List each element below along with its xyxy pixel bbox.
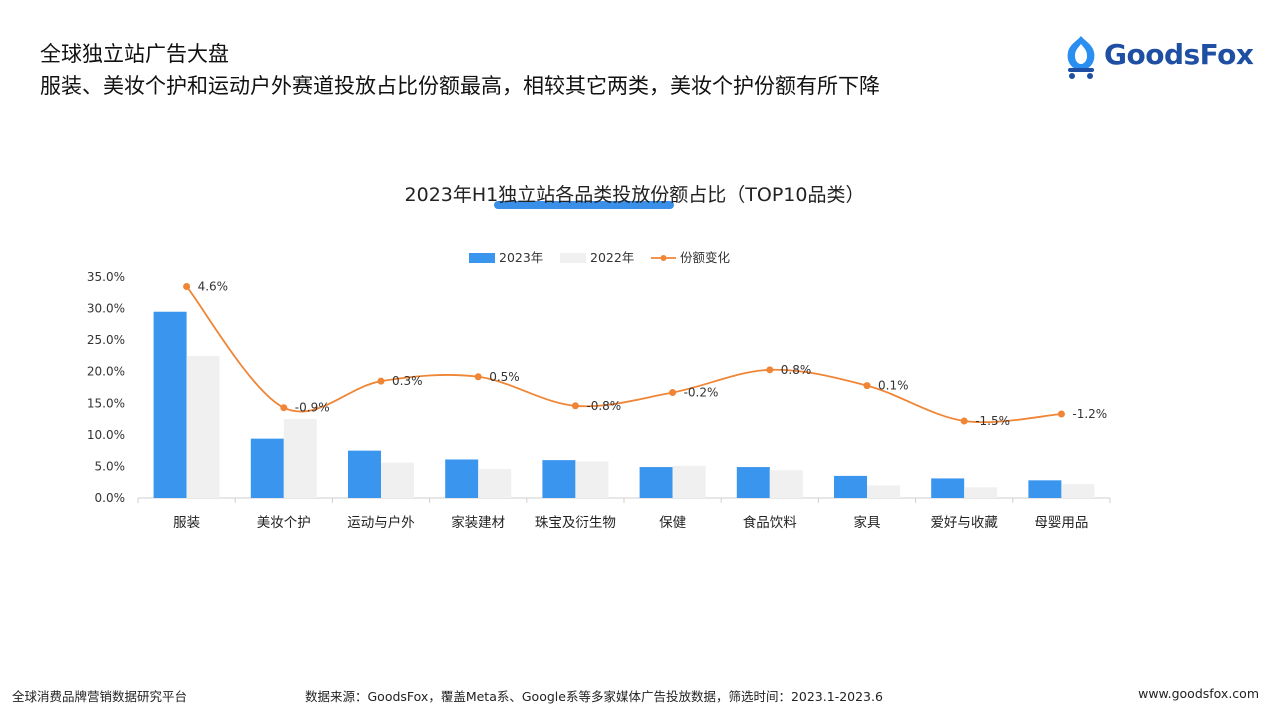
bar-2022	[672, 465, 706, 498]
x-tick-label: 家装建材	[451, 514, 505, 531]
y-tick-label: 30.0%	[87, 302, 125, 316]
bar-2023	[931, 478, 965, 498]
x-tick-label: 服装	[173, 515, 200, 531]
share-change-label: -0.2%	[684, 386, 719, 400]
y-tick-label: 10.0%	[87, 428, 125, 442]
footer-source-text: 数据来源：GoodsFox，覆盖Meta系、Google系等多家媒体广告投放数据…	[305, 689, 883, 704]
bar-2023	[445, 459, 479, 498]
share-change-label: 0.5%	[489, 370, 520, 384]
bar-2022	[964, 487, 998, 498]
bar-2022	[1061, 484, 1095, 498]
y-tick-label: 20.0%	[87, 365, 125, 379]
x-tick-label: 食品饮料	[743, 514, 797, 531]
share-change-point	[474, 373, 482, 381]
share-change-point	[669, 389, 677, 397]
page-subtitle: 服装、美妆个护和运动户外赛道投放占比份额最高，相较其它两类，美妆个护份额有所下降	[40, 74, 880, 98]
share-change-label: -0.8%	[586, 399, 621, 413]
legend-swatch-2023	[469, 253, 495, 263]
footer-platform-text: 全球消费品牌营销数据研究平台	[12, 689, 188, 704]
bar-2023	[736, 467, 770, 498]
x-tick-label: 美妆个护	[257, 515, 311, 531]
y-tick-label: 5.0%	[95, 459, 126, 473]
share-change-label: 0.8%	[781, 363, 812, 377]
bar-2023	[250, 438, 284, 498]
brand-logo: GoodsFox	[1060, 32, 1254, 82]
y-tick-label: 15.0%	[87, 396, 125, 410]
chart-title-underline	[494, 201, 674, 209]
bar-2022	[478, 468, 512, 498]
share-change-point	[863, 382, 871, 390]
legend-label-change: 份额变化	[680, 250, 731, 265]
legend-label-2022: 2022年	[590, 250, 634, 265]
x-tick-label: 母婴用品	[1034, 515, 1088, 531]
x-tick-label: 保健	[659, 515, 686, 531]
bar-2022	[381, 462, 414, 498]
share-change-label: 0.1%	[878, 379, 909, 393]
x-tick-label: 运动与户外	[347, 514, 415, 531]
bar-2023	[153, 311, 187, 498]
bar-2022	[575, 461, 609, 498]
bar-2023	[834, 475, 867, 498]
share-change-line	[185, 285, 1062, 424]
chart-title: 2023年H1独立站各品类投放份额占比（TOP10品类）	[404, 184, 865, 206]
share-change-label: -0.9%	[295, 401, 330, 415]
legend-swatch-2022	[560, 253, 586, 263]
legend-swatch-point	[660, 255, 667, 261]
bar-2023	[639, 467, 673, 498]
share-change-point	[183, 282, 191, 290]
share-change-point	[571, 402, 579, 410]
share-change-point	[960, 417, 968, 425]
share-change-point	[377, 377, 385, 385]
legend-label-2023: 2023年	[499, 250, 543, 265]
y-tick-label: 25.0%	[87, 333, 125, 347]
share-change-point	[766, 366, 774, 374]
bar-2023	[348, 450, 381, 498]
share-change-label: 4.6%	[198, 279, 229, 293]
y-tick-label: 35.0%	[87, 270, 125, 284]
footer-url: www.goodsfox.com	[1138, 686, 1259, 701]
bar-2023	[1028, 480, 1062, 498]
share-change-point	[1057, 410, 1065, 418]
bar-2022	[186, 355, 220, 498]
x-tick-label: 珠宝及衍生物	[535, 515, 616, 531]
goodsfox-logo-icon	[1067, 36, 1095, 79]
share-change-point	[280, 404, 288, 412]
x-tick-label: 家具	[854, 514, 881, 531]
share-change-label: -1.5%	[975, 414, 1010, 428]
share-change-label: 0.3%	[392, 374, 423, 388]
x-tick-label: 爱好与收藏	[930, 515, 998, 531]
y-tick-label: 0.0%	[95, 491, 126, 505]
page-title: 全球独立站广告大盘	[40, 42, 229, 66]
share-change-label: -1.2%	[1072, 407, 1107, 421]
bar-2022	[283, 419, 317, 498]
brand-name: GoodsFox	[1104, 38, 1254, 71]
bar-2023	[542, 460, 576, 498]
bar-2022	[769, 470, 803, 498]
bar-2022	[867, 485, 900, 498]
